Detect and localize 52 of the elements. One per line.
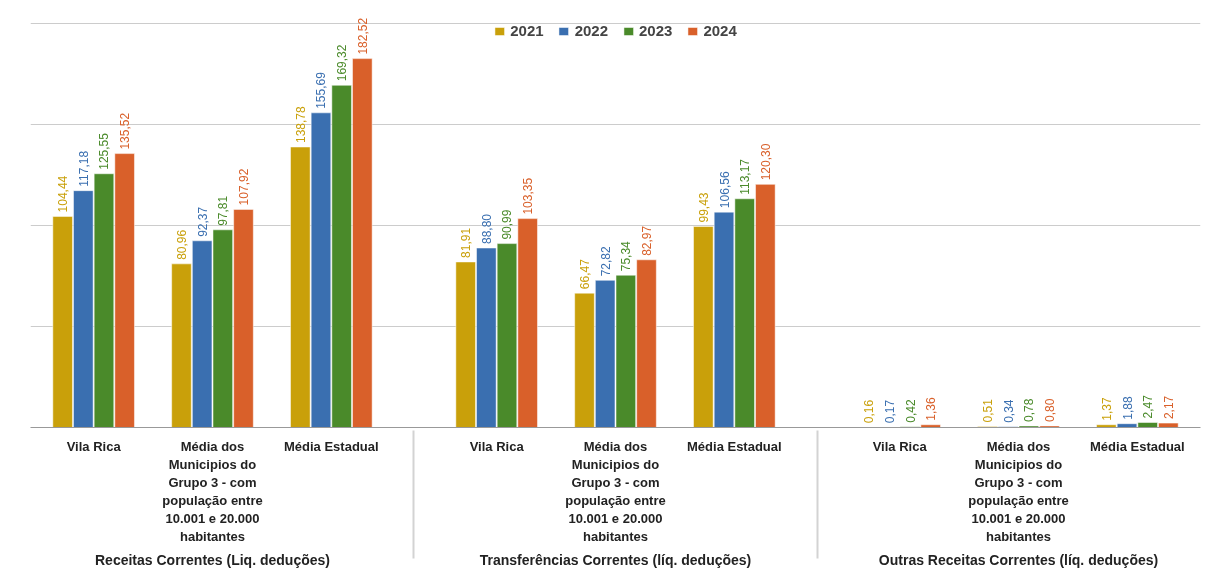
- data-label: 82,97: [640, 225, 654, 256]
- data-label: 81,91: [459, 227, 474, 258]
- x-tick-label: Média dos Municipios do Grupo 3 - com população entre 10.001 e 20.000 habitantes: [565, 438, 666, 544]
- data-label: 125,55: [97, 132, 112, 170]
- data-label: 104,44: [56, 175, 71, 213]
- data-label: 0,80: [1043, 398, 1058, 422]
- x-tick-label: Vila Rica: [872, 438, 928, 454]
- x-tick-label: Média Estadual: [687, 438, 782, 454]
- legend-label: 2021: [510, 22, 544, 39]
- data-label: 2,47: [1141, 394, 1156, 419]
- data-label: 135,52: [118, 112, 133, 150]
- data-label: 72,82: [598, 245, 613, 277]
- x-tick-label: Vila Rica: [469, 438, 525, 454]
- text: Transferências Correntes (líq. deduções): [479, 551, 752, 568]
- data-label: 0,34: [1001, 399, 1016, 423]
- data-label: 75,34: [619, 240, 634, 272]
- data-label: 1,88: [1120, 396, 1135, 420]
- data-label: 99,43: [696, 192, 711, 223]
- data-label: 88,80: [479, 213, 494, 245]
- data-label: 90,99: [500, 209, 515, 240]
- data-label: 66,47: [578, 258, 592, 290]
- legend-label: 2023: [639, 22, 673, 39]
- legend-label: 2022: [574, 22, 608, 39]
- data-label: 2,17: [1161, 395, 1176, 420]
- data-label: 0,51: [981, 398, 996, 423]
- data-label: 80,96: [174, 229, 189, 260]
- data-label: 0,78: [1022, 398, 1037, 422]
- data-label: 97,81: [216, 195, 231, 226]
- data-label: 103,35: [521, 177, 536, 215]
- data-label: 1,37: [1099, 397, 1114, 421]
- data-label: 120,30: [758, 143, 773, 181]
- text: Receitas Correntes (Liq. deduções): [95, 551, 330, 568]
- data-label: 117,18: [76, 150, 91, 187]
- data-label: 113,17: [738, 158, 753, 195]
- data-label: 0,16: [862, 399, 877, 424]
- data-label: 92,37: [195, 206, 210, 237]
- data-label: 106,56: [717, 171, 732, 209]
- legend-label: 2024: [703, 22, 737, 39]
- data-label: 1,36: [924, 397, 939, 421]
- text: Outras Receitas Correntes (líq. deduções): [878, 551, 1159, 568]
- data-label: 182,52: [355, 17, 370, 55]
- data-label: 0,42: [903, 398, 918, 423]
- data-label: 0,17: [882, 399, 897, 424]
- x-tick-label: Vila Rica: [66, 438, 122, 454]
- data-label: 155,69: [314, 71, 329, 109]
- x-tick-label: Média Estadual: [1090, 438, 1185, 454]
- data-label: 138,78: [293, 105, 308, 144]
- x-tick-label: Média Estadual: [284, 438, 379, 454]
- x-tick-label: Média dos Municipios do Grupo 3 - com população entre 10.001 e 20.000 habitantes: [162, 438, 263, 544]
- x-tick-label: Média dos Municipios do Grupo 3 - com população entre 10.001 e 20.000 habitantes: [968, 438, 1069, 544]
- data-label: 169,32: [335, 44, 350, 82]
- data-label: 107,92: [236, 168, 251, 206]
